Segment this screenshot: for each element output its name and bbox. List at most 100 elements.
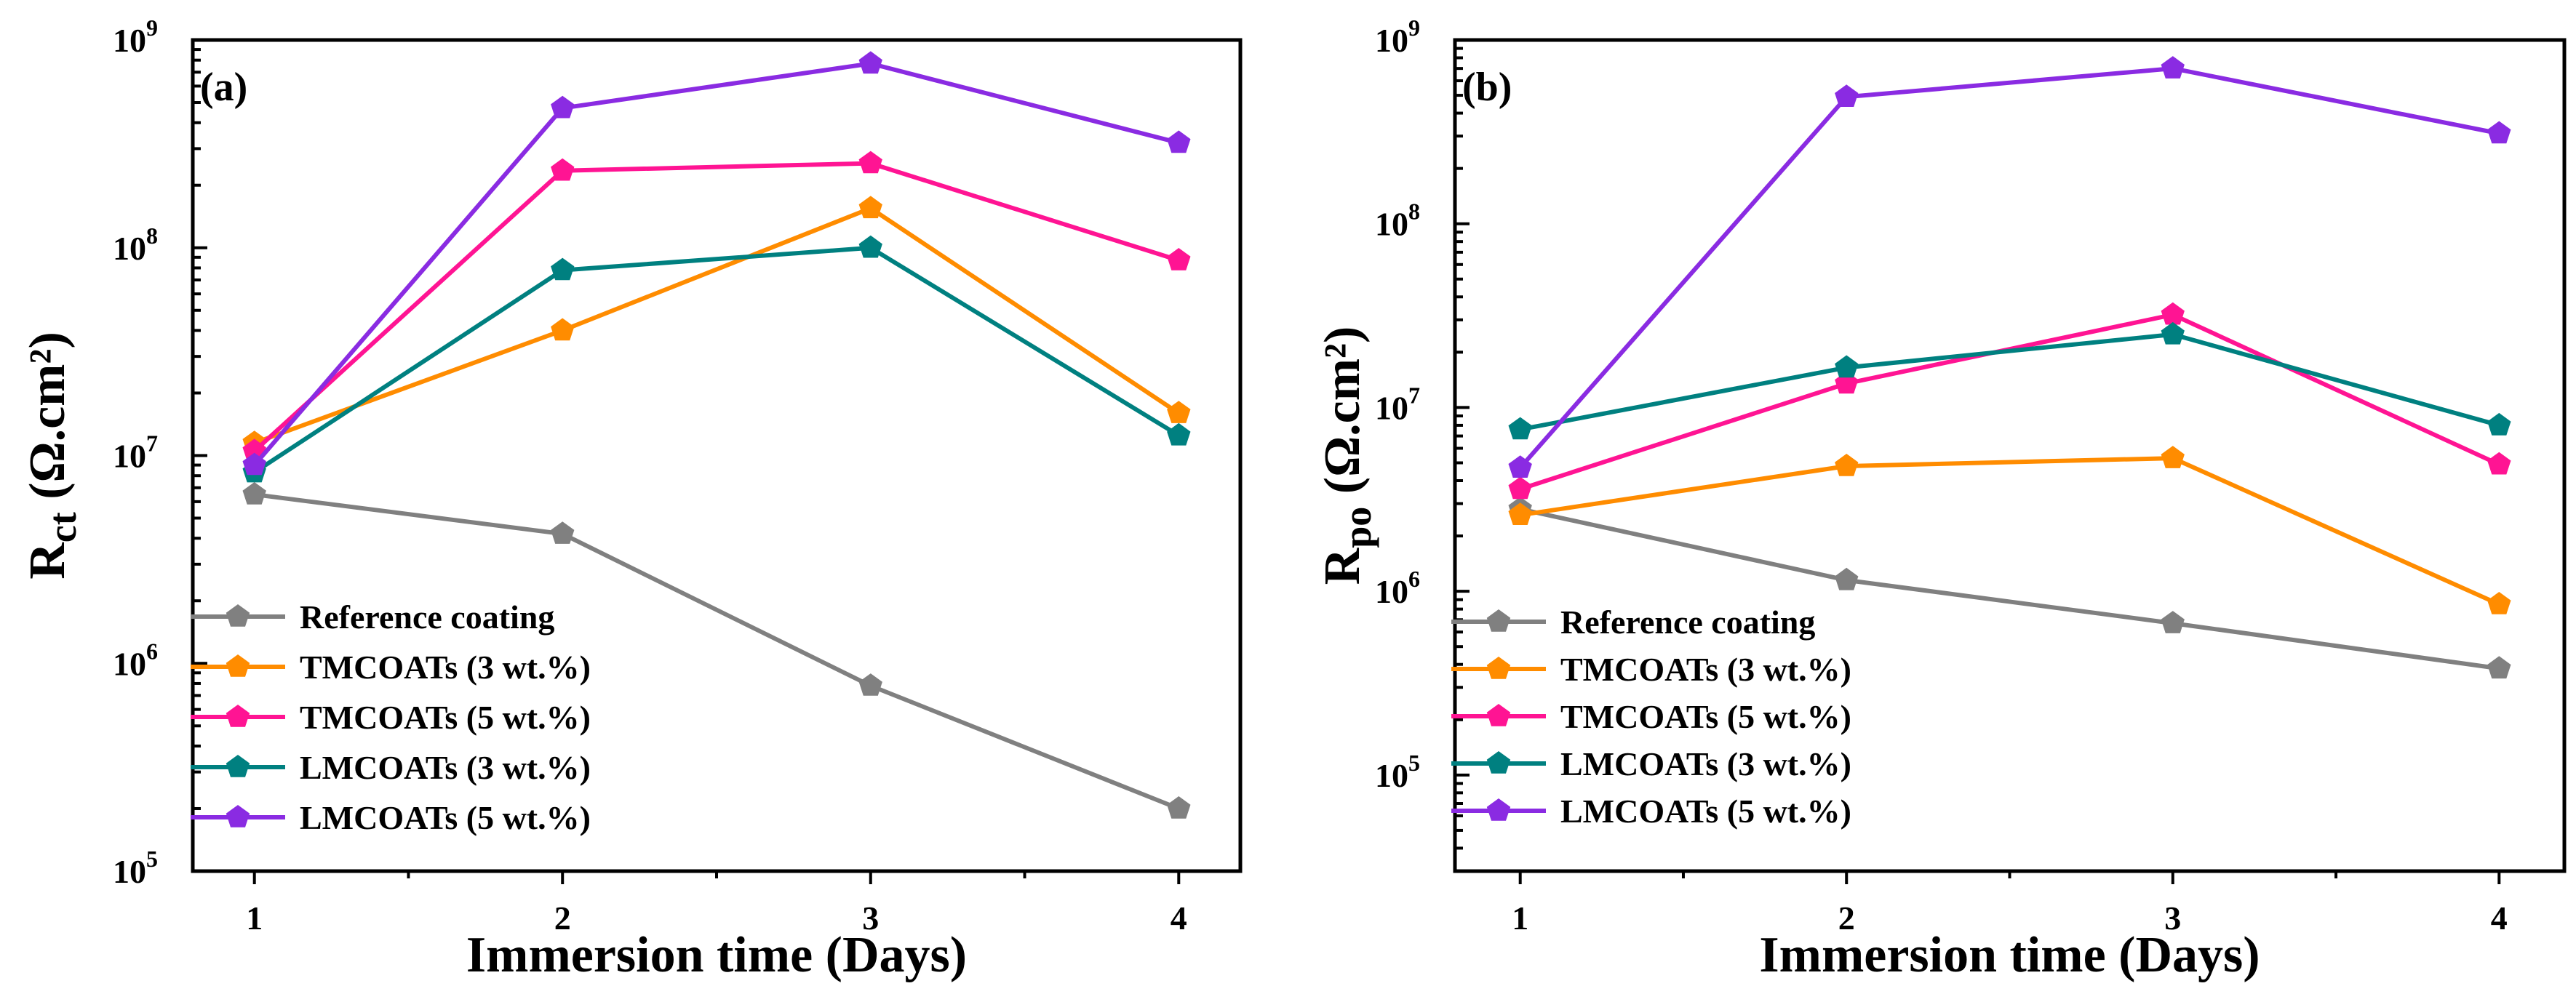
legend-marker-a-2	[226, 705, 250, 727]
data-point-b-4-0	[1508, 455, 1532, 478]
series-line-a-2	[252, 161, 1180, 453]
data-point-b-1-3	[2487, 592, 2511, 614]
y-axis-title-b: Rpo (Ω.cm²)	[1315, 326, 1379, 585]
x-tick-label-b-2: 3	[2164, 899, 2181, 937]
legend-label-b-0: Reference coating	[1560, 604, 1815, 641]
series-line-a-1	[253, 206, 1180, 446]
data-point-b-3-2	[2161, 321, 2185, 345]
data-point-b-1-0	[1508, 502, 1532, 525]
series-a-3	[242, 235, 1191, 483]
y-tick-label-b-0: 105	[1375, 750, 1420, 794]
data-point-a-0-2	[858, 673, 882, 696]
x-axis-title-a: Immersion time (Days)	[466, 927, 967, 983]
x-tick-label-b-3: 4	[2491, 899, 2508, 937]
data-point-a-1-3	[1167, 401, 1191, 423]
data-point-b-0-2	[2161, 611, 2185, 633]
x-tick-label-a-3: 4	[1171, 899, 1187, 937]
series-line-b-4	[1518, 66, 2500, 470]
data-point-b-0-3	[2487, 656, 2511, 679]
data-point-a-1-2	[858, 196, 882, 219]
series-line-a-0	[254, 492, 1180, 811]
series-b-4	[1508, 56, 2511, 478]
panel-label-a: (a)	[200, 65, 247, 110]
data-point-a-0-0	[242, 482, 266, 505]
legend-label-b-4: LMCOATs (5 wt.%)	[1560, 793, 1851, 830]
data-point-a-4-1	[551, 95, 575, 119]
chart-panel-a: 105 106 107 108 109 1 2 3 4 Immersion time (Days)…	[20, 15, 1243, 983]
x-tick-label-b-1: 2	[1838, 899, 1855, 937]
y-tick-label-b-4: 109	[1375, 15, 1420, 59]
data-point-b-4-2	[2161, 56, 2185, 79]
series-b-3	[1508, 321, 2511, 440]
data-point-b-2-3	[2487, 452, 2511, 475]
panel-label-b: (b)	[1462, 65, 1512, 110]
y-tick-label-a-3: 108	[113, 223, 158, 267]
data-point-a-4-0	[242, 452, 266, 476]
series-line-b-1	[1520, 456, 2500, 606]
data-point-a-0-3	[1167, 796, 1191, 819]
y-axis-title-a: Rct (Ω.cm²)	[20, 332, 84, 580]
data-point-a-3-3	[1167, 422, 1191, 446]
series-a-0	[242, 482, 1191, 819]
series-line-a-3	[253, 245, 1180, 475]
x-tick-label-a-0: 1	[246, 899, 263, 937]
data-point-a-4-3	[1167, 130, 1191, 153]
data-point-b-2-2	[2161, 302, 2185, 325]
series-b-2	[1508, 302, 2511, 500]
x-tick-label-b-0: 1	[1512, 899, 1528, 937]
series-line-a-4	[252, 61, 1180, 467]
y-tick-label-a-0: 105	[113, 846, 158, 890]
legend-b: Reference coating TMCOATs (3 wt.%) TMCOATs…	[1451, 604, 1851, 830]
data-point-a-2-2	[858, 151, 882, 174]
series-line-b-3	[1520, 332, 2500, 432]
series-b-1	[1508, 446, 2511, 614]
y-tick-label-a-2: 107	[113, 430, 158, 475]
legend-label-a-4: LMCOATs (5 wt.%)	[300, 799, 591, 836]
data-point-a-4-2	[858, 51, 882, 74]
legend-marker-b-4	[1486, 798, 1511, 821]
y-tick-label-b-1: 106	[1375, 566, 1420, 610]
data-point-b-3-1	[1835, 355, 1859, 378]
legend-label-a-0: Reference coating	[300, 598, 554, 636]
data-point-b-1-2	[2161, 446, 2185, 468]
data-point-a-1-1	[551, 318, 575, 341]
legend-marker-b-2	[1486, 704, 1511, 726]
data-point-b-4-1	[1835, 84, 1859, 107]
legend-label-a-2: TMCOATs (5 wt.%)	[300, 699, 591, 736]
legend-marker-a-4	[226, 805, 250, 827]
x-tick-label-a-1: 2	[554, 899, 571, 937]
series-a-2	[242, 151, 1191, 462]
legend-marker-a-0	[226, 604, 250, 627]
chart-panel-b: 105 106 107 108 109 1 2 3 4 Immersion time (Days)…	[1315, 15, 2567, 983]
legend-label-b-3: LMCOATs (3 wt.%)	[1560, 745, 1851, 782]
legend-label-a-1: TMCOATs (3 wt.%)	[300, 649, 591, 686]
legend-a: Reference coating TMCOATs (3 wt.%) TMCOATs…	[191, 598, 591, 836]
legend-marker-b-3	[1486, 751, 1511, 774]
series-a-4	[242, 51, 1191, 476]
y-tick-label-b-3: 108	[1375, 199, 1420, 243]
legend-label-b-1: TMCOATs (3 wt.%)	[1560, 651, 1851, 688]
data-point-b-3-3	[2487, 412, 2511, 436]
data-point-b-0-1	[1835, 567, 1859, 590]
legend-label-a-3: LMCOATs (3 wt.%)	[300, 749, 591, 786]
data-point-a-0-1	[551, 521, 575, 544]
legend-marker-a-1	[226, 654, 250, 677]
legend-label-b-2: TMCOATs (5 wt.%)	[1560, 698, 1851, 735]
series-line-b-0	[1520, 507, 2500, 671]
data-point-b-4-3	[2487, 121, 2511, 144]
y-tick-label-a-4: 109	[113, 15, 158, 59]
data-point-a-3-1	[551, 257, 575, 281]
y-tick-label-a-1: 106	[113, 638, 158, 682]
data-point-b-1-1	[1835, 454, 1859, 476]
data-point-a-3-2	[858, 235, 882, 258]
data-point-a-2-1	[551, 158, 575, 181]
series-a-1	[242, 196, 1191, 453]
data-point-b-3-0	[1508, 417, 1532, 440]
y-tick-label-b-2: 107	[1375, 382, 1420, 426]
legend-marker-a-3	[226, 755, 250, 777]
x-tick-label-a-2: 3	[862, 899, 879, 937]
data-point-a-2-3	[1167, 248, 1191, 270]
legend-marker-b-1	[1486, 657, 1511, 679]
x-axis-title-b: Immersion time (Days)	[1759, 927, 2260, 983]
